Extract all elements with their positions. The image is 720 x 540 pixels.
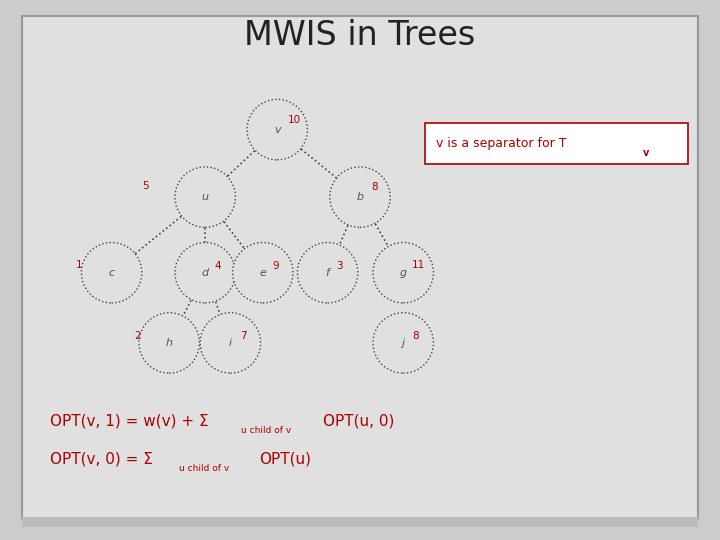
Text: 8: 8 — [412, 331, 418, 341]
Text: OPT(u): OPT(u) — [259, 451, 311, 467]
Text: OPT(u, 0): OPT(u, 0) — [323, 414, 394, 429]
Text: 4: 4 — [215, 261, 221, 271]
Ellipse shape — [175, 242, 235, 303]
Ellipse shape — [175, 167, 235, 227]
Text: 11: 11 — [412, 260, 425, 269]
Text: 5: 5 — [143, 181, 149, 191]
Ellipse shape — [233, 242, 293, 303]
Text: e: e — [259, 268, 266, 278]
Text: 10: 10 — [288, 115, 301, 125]
Ellipse shape — [200, 313, 261, 373]
Text: b: b — [356, 192, 364, 202]
Ellipse shape — [373, 313, 433, 373]
Text: MWIS in Trees: MWIS in Trees — [244, 18, 476, 52]
Ellipse shape — [139, 313, 199, 373]
Text: v: v — [274, 125, 281, 134]
Text: d: d — [202, 268, 209, 278]
Text: j: j — [402, 338, 405, 348]
Text: g: g — [400, 268, 407, 278]
FancyBboxPatch shape — [22, 16, 698, 518]
Ellipse shape — [247, 99, 307, 160]
Text: 1: 1 — [76, 260, 82, 269]
Text: 8: 8 — [371, 183, 377, 192]
Text: u child of v: u child of v — [179, 464, 229, 473]
Text: f: f — [325, 268, 330, 278]
Text: v: v — [643, 148, 649, 158]
Ellipse shape — [297, 242, 358, 303]
Text: v is a separator for T: v is a separator for T — [436, 137, 566, 150]
Text: u: u — [202, 192, 209, 202]
Text: 2: 2 — [135, 331, 141, 341]
Text: 7: 7 — [240, 331, 246, 341]
FancyBboxPatch shape — [22, 517, 698, 526]
Ellipse shape — [373, 242, 433, 303]
Text: 9: 9 — [272, 261, 279, 271]
Text: i: i — [229, 338, 232, 348]
Text: 3: 3 — [336, 261, 343, 271]
FancyBboxPatch shape — [425, 123, 688, 164]
Text: h: h — [166, 338, 173, 348]
Text: OPT(v, 1) = w(v) + Σ: OPT(v, 1) = w(v) + Σ — [50, 414, 209, 429]
Ellipse shape — [330, 167, 390, 227]
Text: OPT(v, 0) = Σ: OPT(v, 0) = Σ — [50, 451, 153, 467]
Text: c: c — [109, 268, 114, 278]
Text: u child of v: u child of v — [241, 427, 292, 435]
Ellipse shape — [81, 242, 142, 303]
